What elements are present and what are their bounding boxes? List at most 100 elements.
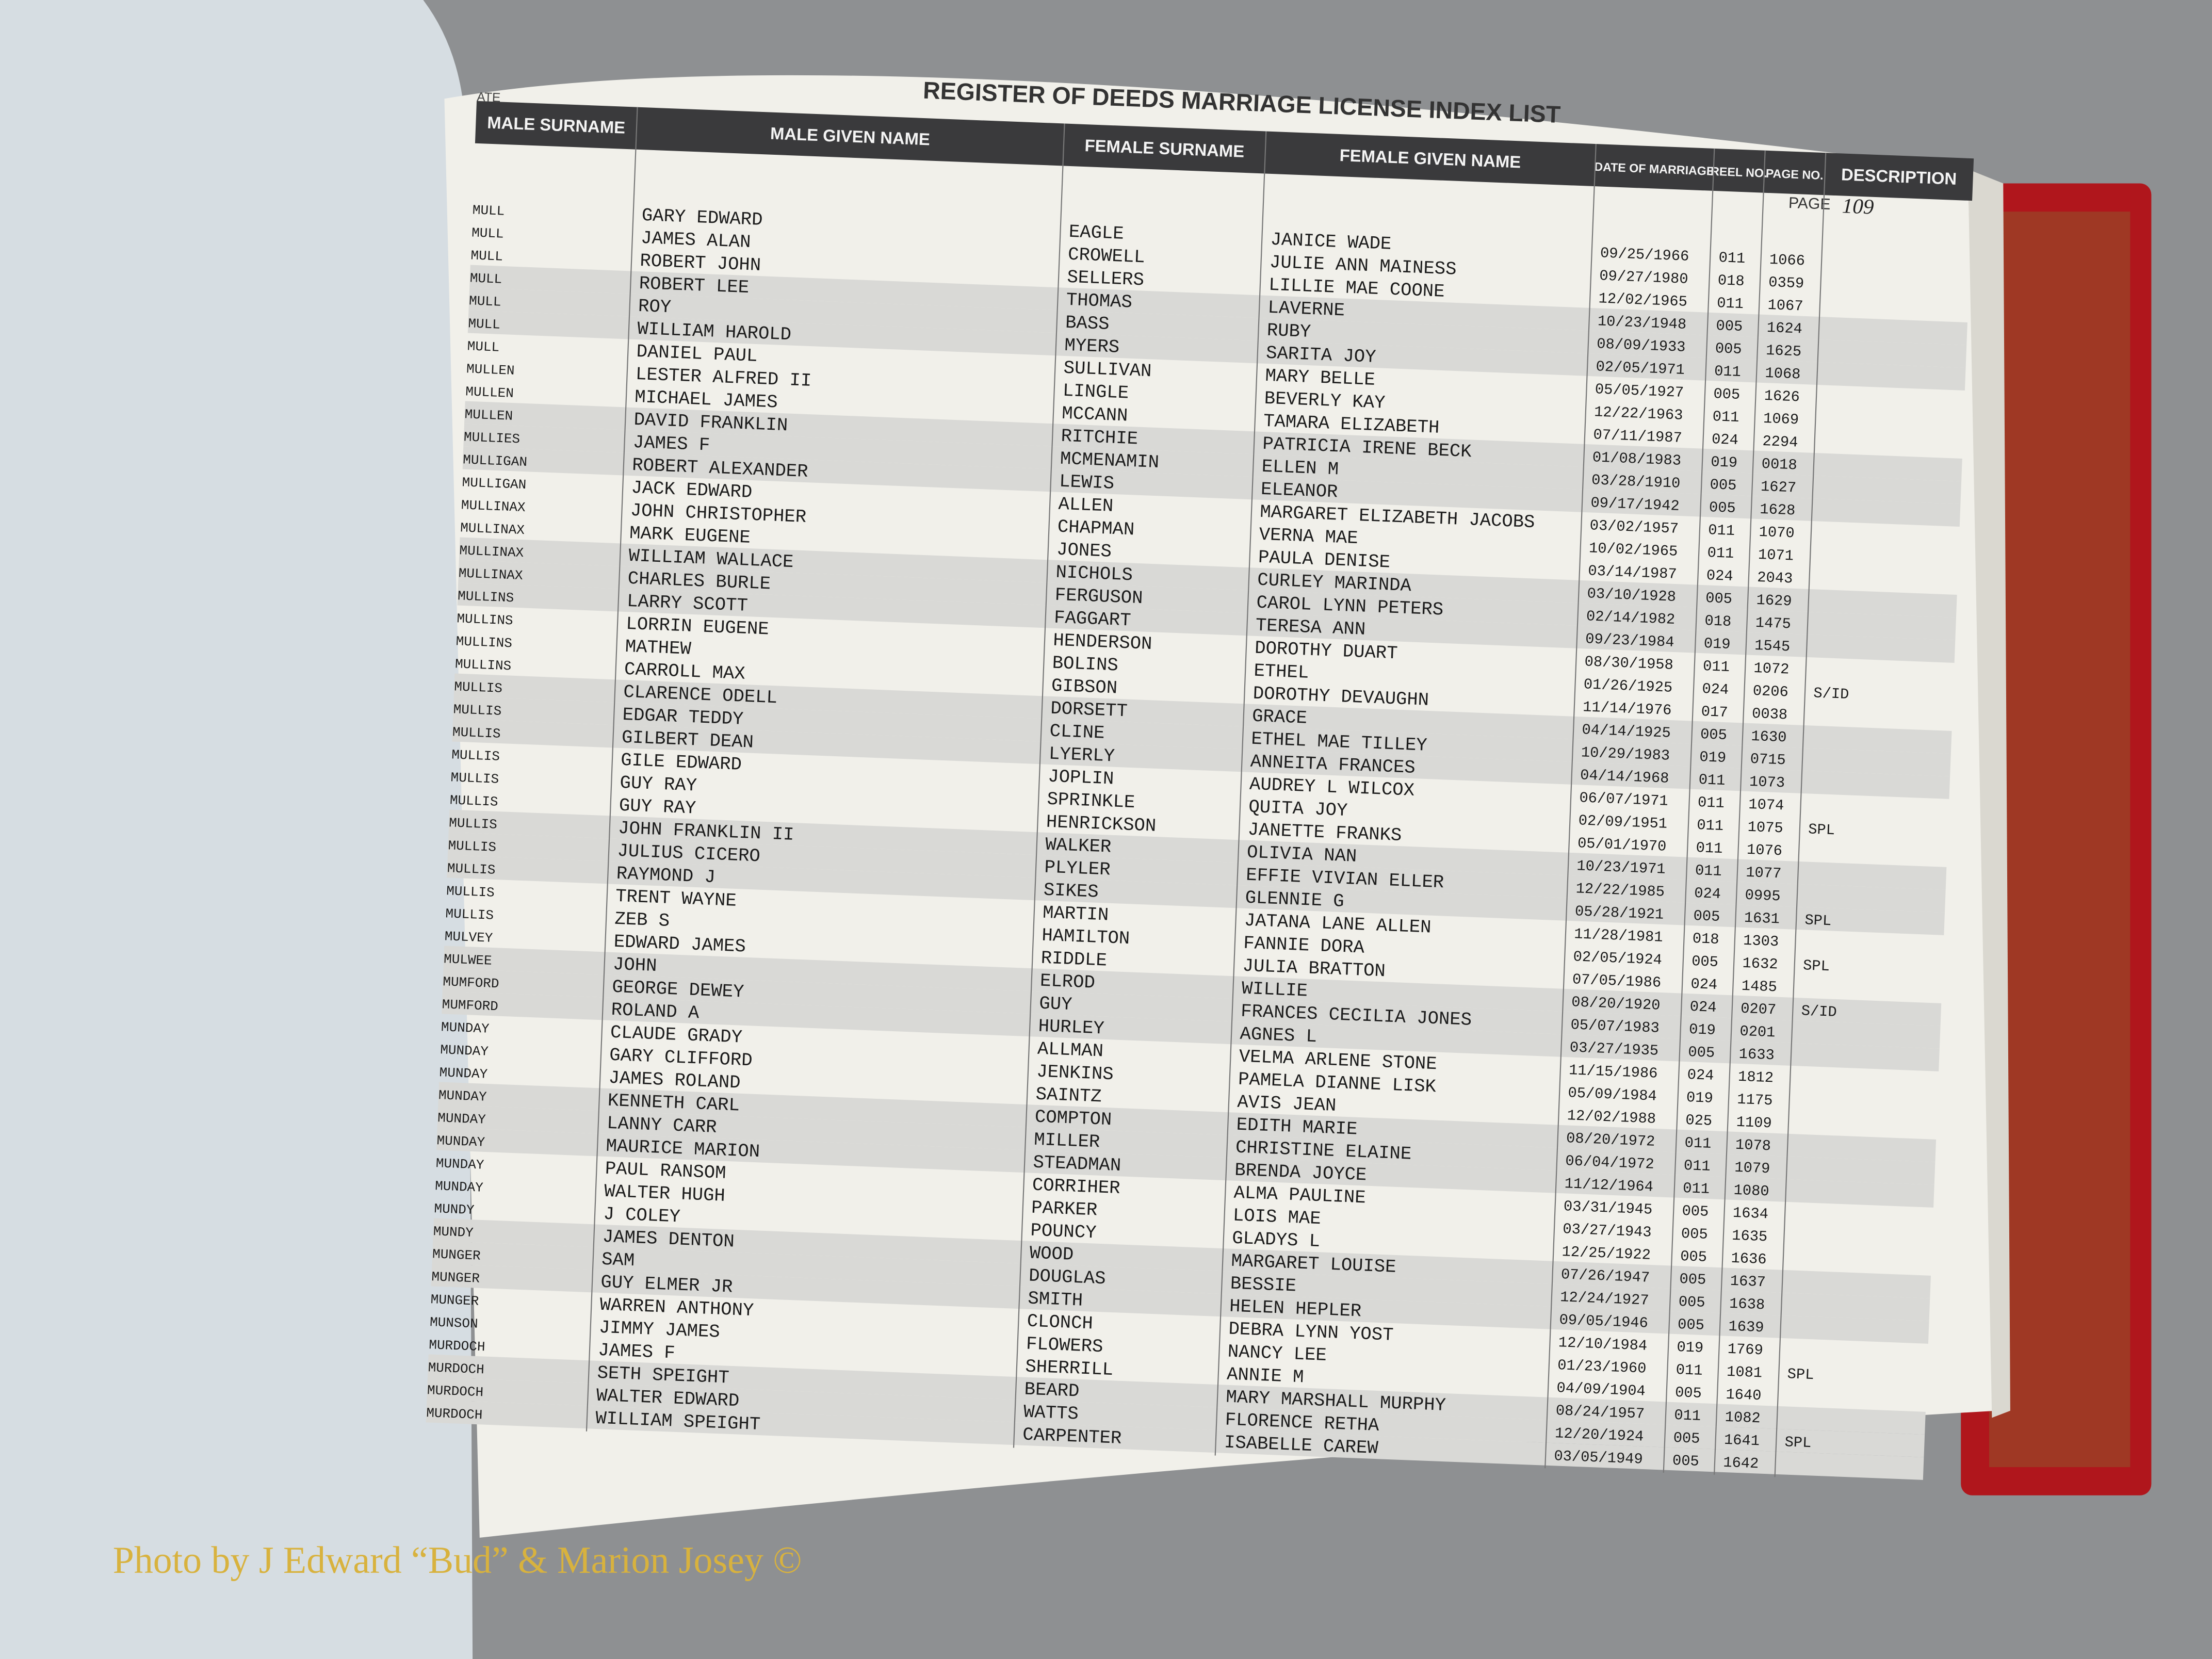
cell: MULLIS	[454, 679, 503, 696]
cell: SPRINKLE	[1047, 789, 1135, 814]
watermark: Photo by J Edward “Bud” & Marion Josey ©	[113, 1539, 802, 1581]
cell: 018	[1704, 612, 1732, 630]
cell: MULLIS	[451, 747, 500, 765]
cell: 1641	[1723, 1432, 1760, 1450]
cell: 1475	[1755, 614, 1791, 633]
cell: MUNGER	[432, 1246, 481, 1264]
cell: 005	[1680, 1248, 1707, 1266]
column-rule	[1214, 131, 1267, 1456]
cell: 005	[1715, 340, 1742, 358]
cell: S/ID	[1801, 1002, 1837, 1021]
cell: 1626	[1764, 387, 1800, 406]
cell: 0359	[1768, 274, 1804, 292]
cell: ALLEN	[1058, 494, 1114, 517]
cell: 005	[1713, 385, 1741, 403]
cell: ELEANOR	[1260, 479, 1338, 503]
cell: 05/01/1970	[1577, 835, 1667, 855]
cell: THOMAS	[1066, 289, 1132, 313]
cell: 019	[1703, 635, 1731, 653]
cell: 0201	[1739, 1023, 1776, 1042]
cell: COMPTON	[1034, 1107, 1112, 1131]
cell: MULLINS	[456, 633, 512, 651]
row-shade	[453, 673, 1952, 754]
cell: 1639	[1728, 1318, 1764, 1337]
column-rule	[1774, 153, 1827, 1477]
cell: RITCHIE	[1061, 426, 1138, 450]
cell: 06/07/1971	[1579, 789, 1668, 810]
cell: 10/29/1983	[1581, 744, 1670, 765]
cell: 08/20/1920	[1571, 994, 1661, 1014]
cell: MULLIS	[450, 770, 499, 787]
cell: ROBERT LEE	[639, 273, 750, 298]
cell: 1633	[1738, 1046, 1775, 1064]
cell: CLAUDE GRADY	[610, 1022, 742, 1048]
left-page	[0, 0, 473, 1659]
row-shade	[462, 446, 1961, 527]
cell: 1485	[1741, 978, 1777, 996]
row-shade	[437, 1104, 1935, 1185]
cell: 1078	[1735, 1136, 1771, 1155]
cover-pattern	[1989, 212, 2130, 1468]
cell: 1625	[1766, 342, 1802, 361]
cell: 08/09/1933	[1597, 335, 1686, 356]
cell: 1630	[1751, 728, 1787, 746]
cell: 011	[1707, 544, 1734, 562]
cell: MULL	[469, 270, 502, 287]
cell: MULLINS	[457, 611, 513, 628]
cell: MULLINS	[458, 588, 514, 606]
cell: 1070	[1759, 524, 1795, 542]
cell: 1175	[1737, 1091, 1773, 1110]
cell: ROLAND A	[611, 999, 700, 1024]
cell: HELEN HEPLER	[1229, 1296, 1361, 1322]
cell: 2294	[1762, 433, 1798, 451]
cell: 01/08/1983	[1592, 449, 1681, 469]
cell: NANCY LEE	[1227, 1341, 1327, 1366]
cell: MARTIN	[1042, 902, 1109, 926]
cell: BOLINS	[1052, 653, 1118, 676]
cell: ZEB S	[614, 908, 670, 932]
cell: GUY ELMER JR	[600, 1272, 733, 1298]
cell: MUNGER	[431, 1269, 480, 1287]
cell: 024	[1706, 567, 1733, 585]
cell: WOOD	[1029, 1243, 1074, 1265]
cell: 03/31/1945	[1563, 1198, 1652, 1218]
row-shade	[433, 1218, 1931, 1298]
cell: MULLIS	[446, 883, 495, 901]
cell: 1627	[1760, 478, 1796, 497]
cell: 01/26/1925	[1583, 676, 1672, 696]
cell: 005	[1672, 1452, 1699, 1470]
cell: RUBY	[1266, 320, 1311, 343]
cell: GILE EDWARD	[621, 750, 742, 775]
cell: WATTS	[1023, 1402, 1079, 1425]
cell: 005	[1678, 1316, 1705, 1334]
cell: 09/17/1942	[1590, 494, 1680, 515]
cell: ALLMAN	[1037, 1038, 1103, 1062]
cell: 1632	[1742, 955, 1778, 973]
cell: 12/20/1924	[1555, 1425, 1644, 1445]
cell: 1812	[1738, 1068, 1774, 1087]
cell: GILBERT DEAN	[621, 727, 754, 753]
cell: TRENT WAYNE	[615, 886, 737, 912]
cell: JANICE WADE	[1270, 229, 1392, 255]
cell: 03/14/1987	[1588, 562, 1677, 583]
cell: 03/27/1935	[1569, 1039, 1658, 1060]
cell: 005	[1700, 726, 1728, 744]
cell: J COLEY	[603, 1203, 681, 1228]
cell: GUY	[1039, 993, 1073, 1015]
row-shade	[426, 1400, 1924, 1480]
page-number: 109	[1842, 193, 1874, 218]
row-shade	[448, 809, 1947, 890]
cell: 08/20/1972	[1566, 1130, 1655, 1150]
cell: 12/02/1965	[1598, 290, 1687, 311]
cell: DANIEL PAUL	[636, 341, 758, 367]
cell: 04/14/1925	[1582, 721, 1671, 742]
cell: 05/28/1921	[1574, 903, 1664, 923]
cell: 1631	[1744, 909, 1780, 928]
cell: 1628	[1760, 501, 1796, 519]
cell: 011	[1695, 862, 1722, 880]
cell: 005	[1673, 1429, 1700, 1447]
cell: 12/02/1988	[1567, 1107, 1656, 1128]
cell: MULLIS	[447, 860, 496, 878]
cell: CROWELL	[1067, 244, 1145, 268]
row-shade	[452, 719, 1950, 799]
